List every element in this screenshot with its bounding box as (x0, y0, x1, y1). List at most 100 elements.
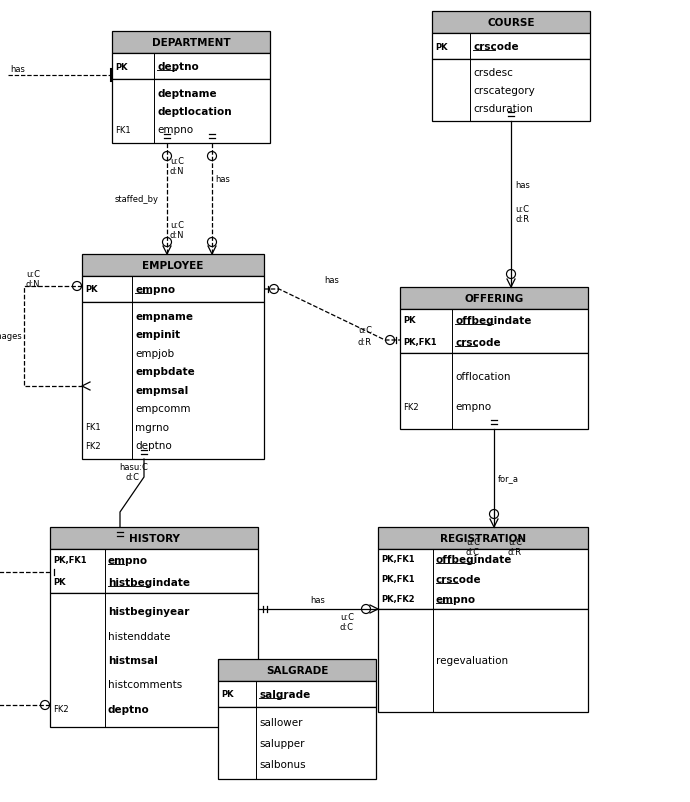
Text: COURSE: COURSE (487, 18, 535, 28)
Text: histbeginyear: histbeginyear (108, 606, 189, 617)
Bar (378, 528, 588, 549)
Text: deptno: deptno (108, 704, 150, 714)
Text: has: has (324, 276, 339, 286)
Text: empjob: empjob (135, 348, 174, 358)
Text: PK,FK2: PK,FK2 (381, 595, 415, 604)
Bar (218, 659, 376, 681)
Text: OFFERING: OFFERING (464, 294, 524, 304)
Text: crsdesc: crsdesc (473, 68, 513, 78)
Bar (378, 610, 588, 712)
Text: salgrade: salgrade (259, 689, 310, 699)
Text: DEPARTMENT: DEPARTMENT (152, 38, 230, 48)
Text: EMPLOYEE: EMPLOYEE (142, 261, 204, 270)
Text: FK1: FK1 (115, 126, 130, 135)
Text: d:C: d:C (466, 548, 480, 557)
Text: d:N: d:N (170, 168, 184, 176)
Text: PK: PK (435, 43, 448, 51)
Text: empno: empno (108, 555, 148, 565)
Text: PK,FK1: PK,FK1 (53, 556, 87, 565)
Text: d:C: d:C (126, 473, 140, 482)
Bar (82, 277, 264, 302)
Text: u:C: u:C (515, 205, 529, 214)
Text: d:R: d:R (358, 338, 372, 347)
Text: sallower: sallower (259, 718, 302, 727)
Text: FK1: FK1 (85, 423, 101, 431)
Text: histmsal: histmsal (108, 655, 158, 665)
Text: HISTORY: HISTORY (128, 533, 179, 543)
Text: crscategory: crscategory (473, 86, 535, 96)
Text: u:C: u:C (358, 326, 372, 335)
Bar (82, 302, 264, 460)
Text: deptname: deptname (157, 88, 217, 99)
Text: has: has (10, 64, 25, 74)
Text: REGISTRATION: REGISTRATION (440, 533, 526, 543)
Bar (218, 681, 376, 707)
Text: hasu:C: hasu:C (119, 463, 148, 472)
Text: PK: PK (115, 63, 128, 71)
Text: deptno: deptno (135, 440, 172, 451)
Text: u:C: u:C (466, 538, 480, 547)
Text: crscode: crscode (455, 338, 501, 347)
Text: d:N: d:N (170, 230, 184, 239)
Bar (112, 54, 270, 80)
Text: FK2: FK2 (53, 704, 68, 713)
Text: FK2: FK2 (403, 402, 419, 411)
Text: empcomm: empcomm (135, 403, 190, 414)
Text: crscode: crscode (436, 574, 482, 585)
Bar (400, 354, 588, 429)
Text: empbdate: empbdate (135, 367, 195, 377)
Text: staffed_by: staffed_by (115, 194, 159, 203)
Text: u:C: u:C (340, 613, 354, 622)
Text: empno: empno (135, 285, 175, 294)
Bar (218, 707, 376, 779)
Text: u:C: u:C (508, 538, 522, 547)
Text: d:N: d:N (26, 280, 41, 290)
Text: empno: empno (455, 402, 491, 411)
Text: u:C: u:C (170, 157, 184, 166)
Text: mgrno: mgrno (135, 422, 169, 432)
Text: PK,FK1: PK,FK1 (403, 338, 437, 347)
Bar (400, 310, 588, 354)
Text: crscode: crscode (473, 42, 519, 52)
Text: deptno: deptno (157, 62, 199, 72)
Bar (378, 549, 588, 610)
Text: salupper: salupper (259, 738, 304, 748)
Bar (82, 255, 264, 277)
Text: PK: PK (85, 286, 97, 294)
Text: d:R: d:R (515, 215, 529, 225)
Text: FK2: FK2 (85, 441, 101, 450)
Text: salbonus: salbonus (259, 759, 306, 768)
Text: deptlocation: deptlocation (157, 107, 232, 117)
Text: regevaluation: regevaluation (436, 656, 508, 666)
Bar (112, 80, 270, 144)
Text: has: has (310, 596, 326, 605)
Text: has: has (215, 174, 230, 184)
Text: PK: PK (221, 690, 233, 699)
Bar (432, 34, 590, 60)
Bar (432, 12, 590, 34)
Text: d:R: d:R (508, 548, 522, 557)
Bar (50, 528, 258, 549)
Text: offbegindate: offbegindate (455, 316, 531, 326)
Text: crsduration: crsduration (473, 103, 533, 114)
Text: empinit: empinit (135, 330, 180, 340)
Text: PK,FK1: PK,FK1 (381, 555, 415, 564)
Text: for_a: for_a (498, 474, 519, 483)
Text: offbegindate: offbegindate (436, 554, 513, 565)
Text: empname: empname (135, 311, 193, 322)
Text: SALGRADE: SALGRADE (266, 665, 328, 675)
Text: PK: PK (53, 577, 66, 587)
Text: d:C: d:C (340, 622, 354, 632)
Text: manages: manages (0, 332, 22, 341)
Text: PK,FK1: PK,FK1 (381, 575, 415, 584)
Bar (112, 32, 270, 54)
Text: empno: empno (157, 125, 193, 135)
Text: PK: PK (403, 316, 415, 325)
Bar (50, 593, 258, 727)
Text: u:C: u:C (26, 270, 40, 279)
Bar (432, 60, 590, 122)
Text: empmsal: empmsal (135, 385, 188, 395)
Text: histbegindate: histbegindate (108, 577, 190, 587)
Text: has: has (515, 180, 530, 189)
Text: empno: empno (436, 594, 476, 604)
